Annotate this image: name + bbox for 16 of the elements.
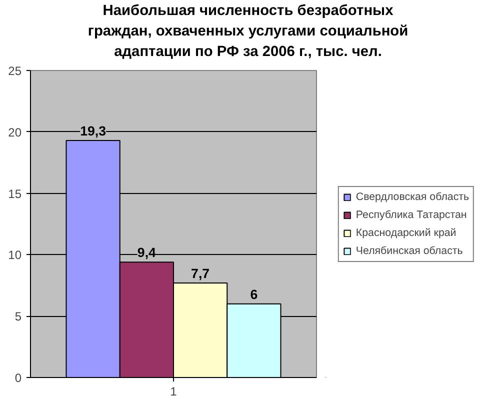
x-tick-label: 1	[170, 384, 178, 398]
y-tick-label: 15	[8, 186, 22, 201]
legend-label: Краснодарский край	[356, 226, 456, 238]
y-tick-label: 20	[8, 125, 22, 140]
y-tick-label: 25	[8, 64, 22, 78]
data-label: 9,4	[137, 245, 157, 260]
chart-title: Наибольшая численность безработных граждан, охваченных услугами социальной адаптации по РФ за 2006 г., тыс. чел.	[88, 2, 408, 60]
data-label: 6	[250, 286, 258, 302]
legend-label: Челябинская область	[356, 244, 463, 256]
legend-label: Свердловская область	[356, 190, 470, 202]
legend-label: Республика Татарстан	[356, 208, 467, 220]
y-tick-label: 5	[14, 310, 22, 324]
y-tick-label: 10	[8, 248, 22, 262]
data-label: 19,3	[80, 123, 106, 138]
data-label: 7,7	[191, 266, 210, 281]
y-tick-label: 0	[14, 371, 22, 385]
